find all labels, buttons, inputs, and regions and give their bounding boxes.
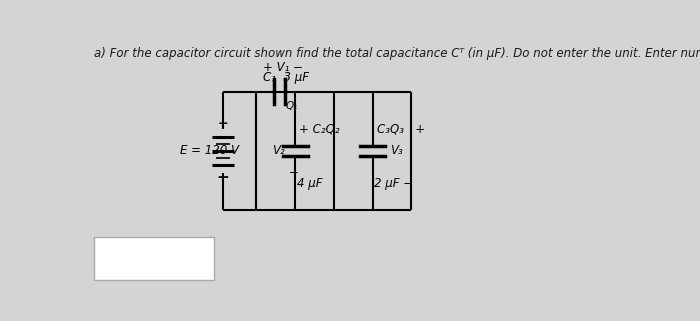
Text: E = 120 V: E = 120 V bbox=[181, 144, 239, 157]
Text: + V₁ −: + V₁ − bbox=[262, 61, 302, 74]
Text: −: − bbox=[217, 170, 230, 186]
Text: V₃: V₃ bbox=[390, 144, 402, 157]
Text: C₃Q₃   +: C₃Q₃ + bbox=[377, 123, 425, 136]
Text: Q₁: Q₁ bbox=[286, 100, 298, 110]
Text: 4 μF: 4 μF bbox=[297, 177, 322, 190]
Text: +: + bbox=[218, 117, 228, 131]
Text: V₂: V₂ bbox=[272, 144, 285, 157]
Text: 2 μF −: 2 μF − bbox=[374, 177, 414, 190]
Bar bbox=[94, 237, 214, 280]
Text: C₁  3 μF: C₁ 3 μF bbox=[262, 71, 309, 84]
Text: a) For the capacitor circuit shown find the total capacitance Cᵀ (in μF). Do not: a) For the capacitor circuit shown find … bbox=[94, 47, 700, 60]
Text: −: − bbox=[289, 166, 299, 179]
Text: + C₂Q₂: + C₂Q₂ bbox=[299, 123, 340, 136]
